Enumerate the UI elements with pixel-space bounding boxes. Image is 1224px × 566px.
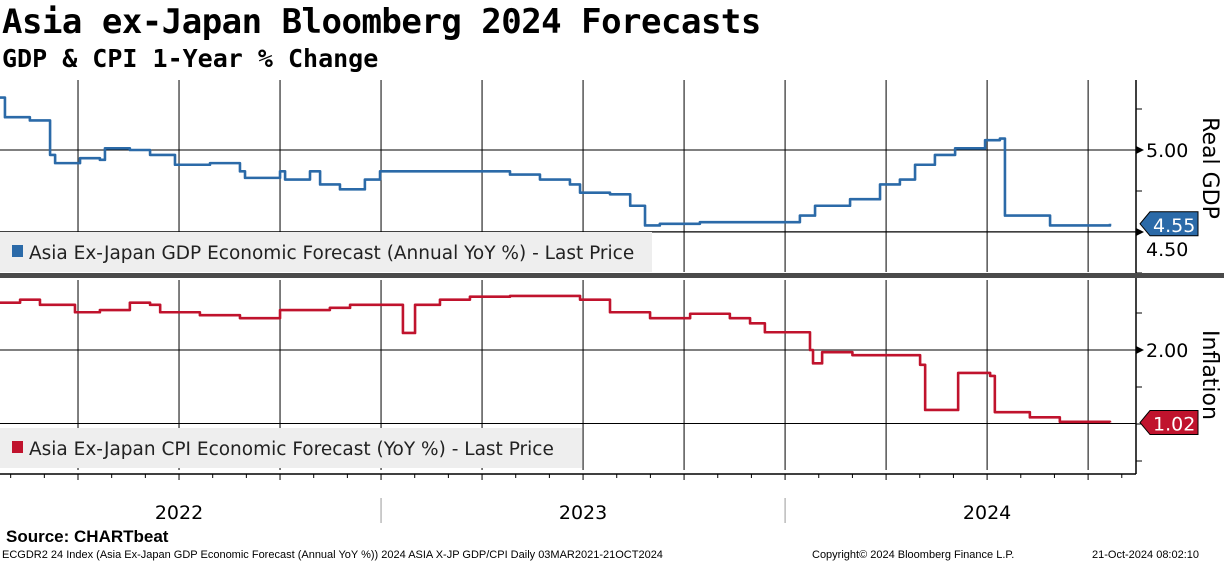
y-tick-label: 5.00 <box>1146 140 1188 162</box>
legend-label: Asia Ex-Japan GDP Economic Forecast (Ann… <box>29 243 634 264</box>
x-tick-label: 2022 <box>155 502 203 524</box>
y-tick-label: 2.00 <box>1146 340 1188 362</box>
y-tick-arrow <box>1136 146 1144 154</box>
cpi-series-line <box>0 294 1112 424</box>
y-tick-label: 4.50 <box>1146 239 1188 261</box>
y-axis-title: Inflation <box>1197 330 1222 420</box>
footer-description: ECGDR2 24 Index (Asia Ex-Japan GDP Econo… <box>2 549 663 561</box>
x-tick-label: 2023 <box>559 502 607 524</box>
x-tick-label: 2024 <box>963 502 1011 524</box>
last-value-tag <box>1139 211 1199 237</box>
last-value-tag <box>1139 410 1199 436</box>
panel-divider <box>0 273 1224 278</box>
legend-box <box>0 232 652 272</box>
gdp-series-line <box>0 96 1112 227</box>
y-tick-arrow <box>1136 228 1144 236</box>
footer-copyright: Copyright© 2024 Bloomberg Finance L.P. <box>812 549 1015 561</box>
legend-label: Asia Ex-Japan CPI Economic Forecast (YoY… <box>29 439 554 460</box>
last-value-label: 1.02 <box>1153 414 1195 436</box>
legend-swatch <box>12 441 23 453</box>
y-tick-arrow <box>1136 346 1144 354</box>
footer-timestamp: 21-Oct-2024 08:02:10 <box>1092 549 1200 561</box>
chart-title: Asia ex-Japan Bloomberg 2024 Forecasts <box>2 2 761 42</box>
y-axis-title: Real GDP <box>1197 117 1222 219</box>
legend-swatch <box>12 245 23 257</box>
source-label: Source: CHARTbeat <box>6 527 169 546</box>
legend-box <box>0 428 582 468</box>
chart-subtitle: GDP & CPI 1-Year % Change <box>2 44 379 73</box>
last-value-label: 4.55 <box>1153 215 1195 237</box>
